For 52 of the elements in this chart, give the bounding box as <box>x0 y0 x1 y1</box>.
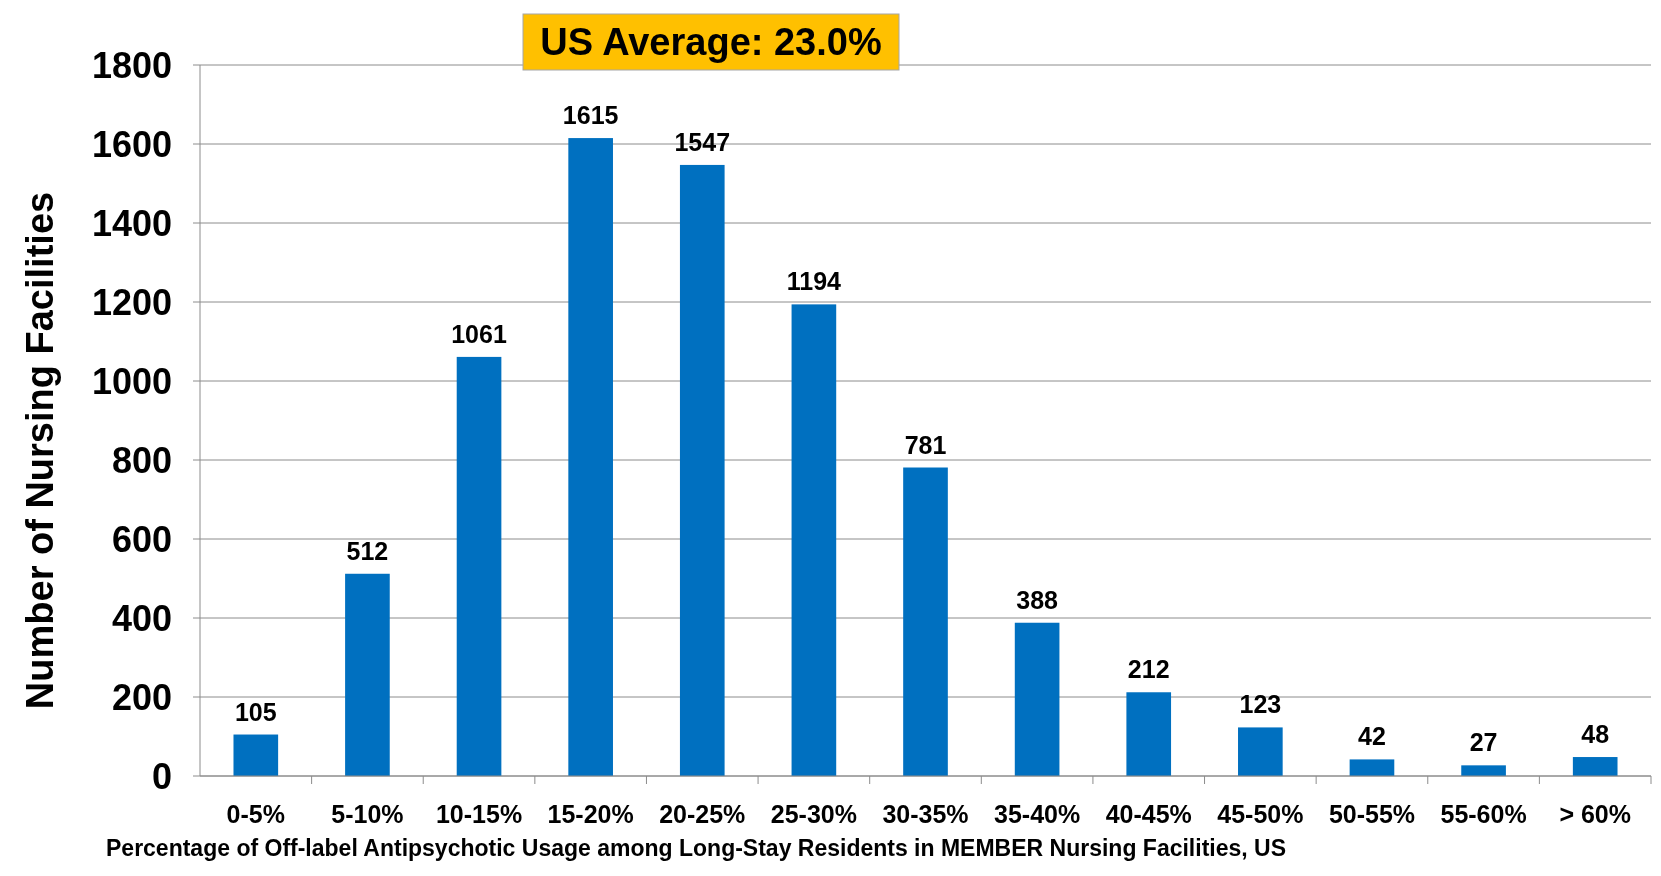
y-tick-label: 1000 <box>91 360 172 402</box>
x-tick-label: 55-60% <box>1440 800 1527 828</box>
data-label: 212 <box>1127 655 1170 684</box>
bar <box>1349 759 1395 776</box>
data-label: 388 <box>1016 585 1059 614</box>
x-tick-label: 45-50% <box>1217 800 1304 828</box>
y-tick-label: 200 <box>111 676 172 718</box>
y-axis-title: Number of Nursing Facilities <box>19 191 61 710</box>
data-label: 1547 <box>674 127 731 156</box>
x-axis-title: Percentage of Off-label Antipsychotic Usage among Long-Stay Residents in MEMBER Nursing Facilities, US <box>106 835 1287 861</box>
bar <box>345 573 390 776</box>
y-tick-label: 1600 <box>91 123 172 165</box>
bar <box>679 164 725 776</box>
bar <box>1461 765 1506 776</box>
y-tick-label: 0 <box>151 755 172 797</box>
x-tick-label: 15-20% <box>547 800 634 828</box>
x-tick-label: 35-40% <box>994 800 1081 828</box>
bar <box>568 138 613 776</box>
y-tick-label: 800 <box>111 439 172 481</box>
x-tick-label: 5-10% <box>331 800 404 828</box>
data-label: 123 <box>1239 690 1282 719</box>
data-label: 105 <box>234 697 277 726</box>
y-tick-label: 1200 <box>91 281 172 323</box>
bar <box>1572 757 1618 776</box>
bar <box>791 304 837 776</box>
y-tick-label: 400 <box>111 597 172 639</box>
x-tick-label: 0-5% <box>226 800 285 828</box>
data-label: 42 <box>1358 722 1386 751</box>
data-label: 781 <box>904 430 947 459</box>
data-label: 1615 <box>562 101 619 130</box>
data-label: 27 <box>1469 728 1498 757</box>
bar <box>903 467 948 776</box>
y-tick-label: 1800 <box>91 44 172 86</box>
bar <box>1126 692 1172 776</box>
bar <box>456 356 502 776</box>
bar <box>1014 622 1060 776</box>
data-label: 1194 <box>786 267 842 296</box>
data-label: 48 <box>1581 720 1610 749</box>
y-tick-label: 1400 <box>91 202 172 244</box>
data-label: 1061 <box>451 319 507 348</box>
y-tick-label: 600 <box>111 518 172 560</box>
x-tick-label: > 60% <box>1559 800 1631 828</box>
bar <box>233 734 279 776</box>
data-label: 512 <box>346 536 389 565</box>
x-tick-label: 30-35% <box>882 800 969 828</box>
x-tick-label: 40-45% <box>1105 800 1192 828</box>
x-tick-label: 50-55% <box>1328 800 1416 828</box>
x-tick-label: 10-15% <box>435 800 523 828</box>
x-tick-label: 20-25% <box>659 800 746 828</box>
bar <box>1238 727 1283 776</box>
x-tick-label: 25-30% <box>770 800 857 828</box>
text: US Average: 23.0% <box>540 21 882 64</box>
